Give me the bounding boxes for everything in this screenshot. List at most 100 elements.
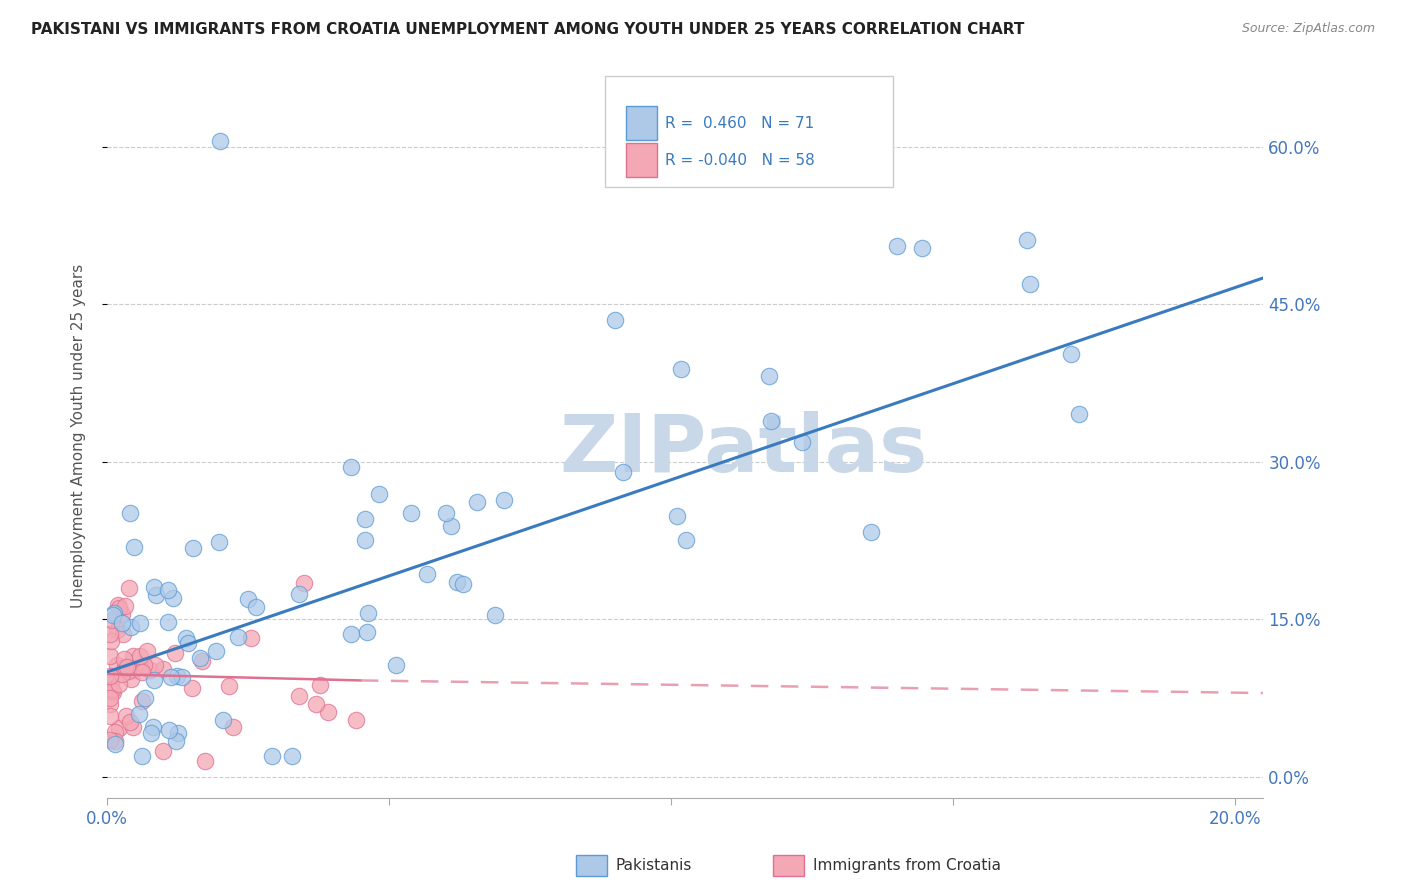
Text: Immigrants from Croatia: Immigrants from Croatia: [813, 858, 1001, 872]
Point: [367, 487, 389, 501]
Point: [236, 592, 259, 607]
Point: [157, 582, 180, 597]
Point: [484, 607, 506, 622]
Point: [453, 576, 475, 591]
Point: [357, 606, 380, 620]
Point: [107, 598, 129, 612]
Point: [100, 677, 122, 691]
Point: [101, 607, 124, 622]
Point: [122, 540, 145, 554]
Point: [191, 654, 214, 668]
Text: Pakistanis: Pakistanis: [616, 858, 692, 872]
Point: [117, 664, 139, 678]
Point: [316, 705, 339, 719]
Point: [911, 241, 934, 255]
Point: [401, 506, 423, 520]
Point: [159, 723, 181, 737]
Point: [157, 615, 180, 630]
Point: [104, 725, 127, 739]
Point: [118, 581, 141, 595]
Point: [129, 648, 152, 663]
Point: [859, 525, 882, 540]
Point: [440, 519, 463, 533]
Point: [103, 606, 125, 620]
Point: [166, 726, 188, 740]
Point: [180, 681, 202, 695]
Point: [245, 600, 267, 615]
Point: [98, 709, 121, 723]
Point: [152, 744, 174, 758]
Point: [434, 506, 457, 520]
Point: [790, 434, 813, 449]
Point: [416, 566, 439, 581]
Point: [166, 668, 188, 682]
Point: [98, 648, 121, 663]
Point: [122, 648, 145, 663]
Point: [105, 623, 128, 637]
Point: [603, 313, 626, 327]
Point: [101, 614, 124, 628]
Point: [114, 599, 136, 614]
Point: [308, 678, 330, 692]
Point: [288, 587, 311, 601]
Point: [759, 414, 782, 428]
Point: [208, 134, 231, 148]
Point: [104, 737, 127, 751]
Point: [131, 665, 153, 679]
Point: [211, 713, 233, 727]
Text: R =  0.460   N = 71: R = 0.460 N = 71: [665, 116, 814, 131]
Point: [340, 459, 363, 474]
Point: [188, 650, 211, 665]
Point: [240, 632, 263, 646]
Point: [120, 620, 142, 634]
Point: [145, 658, 167, 673]
Point: [143, 580, 166, 594]
Point: [139, 663, 162, 677]
Point: [98, 681, 121, 696]
Point: [165, 733, 187, 747]
Point: [465, 494, 488, 508]
Point: [194, 755, 217, 769]
Point: [100, 633, 122, 648]
Point: [131, 694, 153, 708]
Point: [758, 368, 780, 383]
Point: [134, 658, 156, 673]
Point: [101, 683, 124, 698]
Point: [669, 362, 692, 376]
Point: [218, 680, 240, 694]
Point: [111, 667, 134, 681]
Point: [111, 627, 134, 641]
Point: [262, 749, 284, 764]
Point: [1019, 277, 1042, 291]
Point: [183, 541, 205, 555]
Point: [152, 662, 174, 676]
Point: [1060, 347, 1083, 361]
Point: [353, 533, 375, 547]
Point: [886, 239, 908, 253]
Point: [110, 616, 132, 631]
Point: [339, 627, 361, 641]
Point: [120, 506, 142, 520]
Point: [98, 691, 121, 706]
Point: [108, 677, 131, 691]
Point: [107, 657, 129, 672]
Point: [128, 615, 150, 630]
Point: [612, 466, 634, 480]
Point: [665, 508, 688, 523]
Point: [98, 698, 121, 712]
Point: [174, 632, 197, 646]
Point: [98, 668, 121, 682]
Point: [222, 720, 245, 734]
Y-axis label: Unemployment Among Youth under 25 years: Unemployment Among Youth under 25 years: [72, 263, 86, 607]
Point: [305, 697, 328, 711]
Point: [675, 533, 697, 547]
Point: [108, 721, 131, 735]
Point: [160, 670, 183, 684]
Point: [384, 658, 406, 673]
Point: [103, 684, 125, 698]
Point: [114, 709, 136, 723]
Point: [226, 630, 249, 644]
Point: [177, 636, 200, 650]
Point: [114, 660, 136, 674]
Point: [163, 647, 186, 661]
